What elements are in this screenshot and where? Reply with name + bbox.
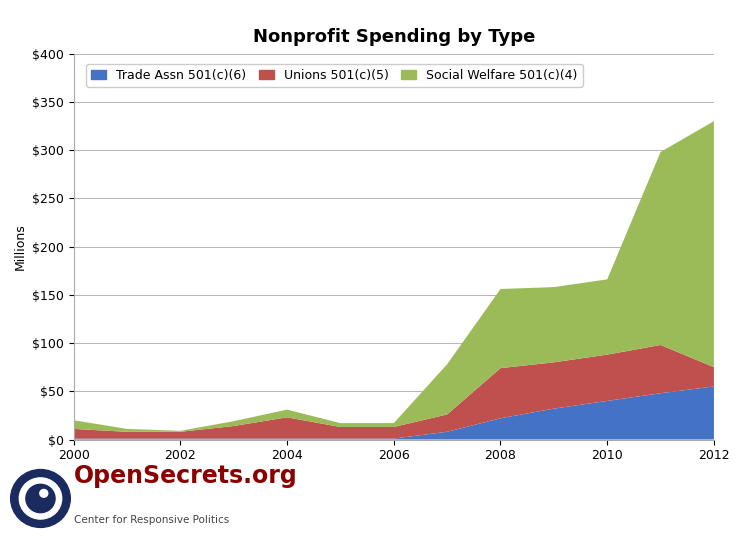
Circle shape (26, 485, 55, 512)
Circle shape (10, 470, 70, 527)
Legend: Trade Assn 501(c)(6), Unions 501(c)(5), Social Welfare 501(c)(4): Trade Assn 501(c)(6), Unions 501(c)(5), … (86, 64, 583, 87)
Title: Nonprofit Spending by Type: Nonprofit Spending by Type (252, 28, 535, 47)
Text: Center for Responsive Politics: Center for Responsive Politics (74, 515, 229, 525)
Circle shape (19, 478, 62, 519)
Y-axis label: Millions: Millions (13, 223, 26, 270)
Text: OpenSecrets.org: OpenSecrets.org (74, 464, 297, 488)
Circle shape (40, 489, 48, 497)
